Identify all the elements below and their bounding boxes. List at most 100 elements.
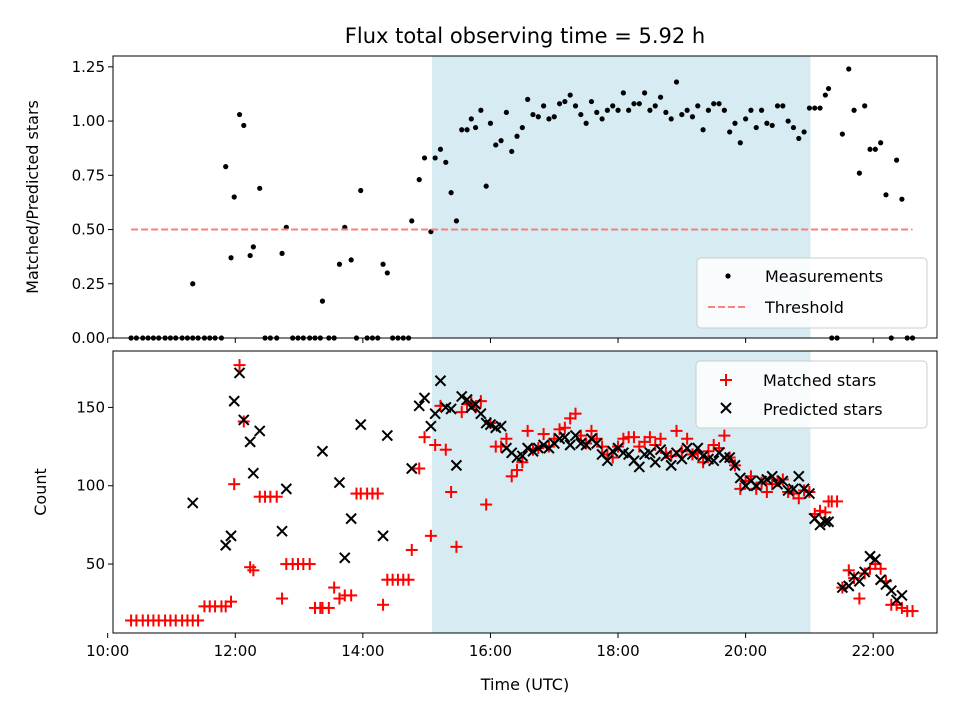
predicted-star-point (601, 454, 614, 467)
matched-star-point (247, 564, 260, 577)
matched-star-point (612, 440, 625, 453)
matched-star-point (606, 451, 619, 464)
predicted-star-point (345, 512, 357, 525)
measurement-point (223, 164, 229, 170)
predicted-star-point (377, 530, 389, 542)
matched-star-point (670, 424, 683, 437)
matched-star-point (792, 492, 805, 505)
top-ytick-label: 0.75 (72, 166, 105, 184)
measurement-point (599, 116, 605, 122)
predicted-star-point (233, 367, 246, 379)
matched-star-point (819, 506, 832, 519)
measurement-point (228, 255, 234, 261)
matched-star-point (237, 415, 250, 428)
x-axis-label: Time (UTC) (480, 675, 569, 694)
top-legend-box (696, 257, 928, 329)
predicted-star-point (843, 580, 855, 592)
top-ytick-label: 0.25 (72, 275, 105, 293)
predicted-star-point (527, 445, 539, 457)
predicted-star-point (633, 461, 646, 473)
measurement-point (562, 98, 568, 105)
top-legend: Measurements Threshold (696, 257, 928, 329)
measurement-point (620, 90, 626, 96)
matched-star-point (906, 605, 919, 618)
predicted-star-point (885, 584, 897, 597)
matched-star-point (429, 439, 442, 451)
matched-star-point (322, 601, 335, 614)
measurement-point (679, 111, 685, 118)
predicted-star-point (853, 575, 866, 588)
predicted-star-point (434, 375, 447, 387)
measurement-point (801, 129, 807, 135)
matched-star-point (521, 424, 534, 437)
measurement-point (509, 148, 515, 155)
predicted-star-point (864, 550, 876, 562)
measurement-point (684, 107, 690, 113)
measurement-point (642, 90, 648, 96)
predicted-star-point (771, 478, 784, 490)
measurement-point (647, 107, 653, 113)
matched-star-point (328, 581, 341, 594)
matched-star-point (643, 431, 656, 444)
matched-star-point (553, 423, 566, 436)
measurement-point (657, 94, 664, 100)
predicted-star-point (814, 519, 826, 531)
legend-threshold-label: Threshold (764, 298, 844, 317)
bottom-legend: Matched stars Predicted stars (695, 360, 928, 429)
measurement-point (472, 124, 479, 131)
measurement-point (769, 122, 775, 129)
matched-star-point (270, 490, 283, 503)
matched-star-point (776, 473, 789, 486)
matched-star-point (345, 589, 358, 602)
measurement-point (867, 146, 873, 152)
measurement-point (190, 281, 196, 287)
measurement-point (453, 218, 460, 224)
predicted-star-point (276, 525, 288, 537)
measurement-point (822, 92, 828, 98)
matched-star-point (734, 482, 747, 495)
predicted-star-point (692, 442, 704, 454)
xtick-label: 18:00 (596, 642, 639, 660)
matched-star-point (402, 573, 415, 586)
matched-star-point (233, 359, 246, 372)
measurement-point (535, 114, 541, 120)
predicted-star-point (429, 407, 441, 420)
matched-star-point (418, 431, 431, 444)
matched-star-point (617, 432, 630, 445)
predicted-star-point (418, 392, 431, 404)
matched-star-point (760, 486, 773, 498)
predicted-star-point (225, 530, 237, 542)
measurement-point (839, 131, 845, 137)
measurement-point (380, 261, 386, 267)
measurement-point (663, 109, 669, 115)
predicted-star-point (819, 516, 832, 528)
measurement-point (732, 120, 738, 126)
predicted-star-point (559, 431, 571, 443)
measurement-point (893, 157, 900, 163)
chart-title: Flux total observing time = 5.92 h (345, 24, 705, 48)
matched-star-point (405, 543, 418, 556)
measurement-point (231, 194, 237, 200)
predicted-star-point (869, 553, 882, 566)
measurement-point (487, 120, 494, 126)
measurement-point (862, 103, 868, 109)
legend-measurements-marker (725, 273, 731, 279)
matched-star-point (371, 487, 384, 500)
measurement-point (705, 107, 712, 113)
measurement-point (594, 109, 600, 115)
measurement-point (878, 140, 884, 146)
predicted-star-point (607, 445, 619, 457)
measurement-point (668, 116, 674, 122)
matched-star-point (500, 432, 513, 445)
measurement-point (468, 116, 474, 122)
matched-star-point (480, 498, 493, 511)
predicted-star-point (445, 403, 457, 415)
measurement-point (478, 107, 484, 113)
bottom-y-ticks: 50 100 150 (76, 398, 113, 573)
measurement-point (551, 114, 557, 120)
measurement-point (459, 127, 465, 133)
predicted-star-point (649, 456, 661, 468)
predicted-star-point (803, 487, 816, 500)
matched-star-point (474, 395, 487, 408)
